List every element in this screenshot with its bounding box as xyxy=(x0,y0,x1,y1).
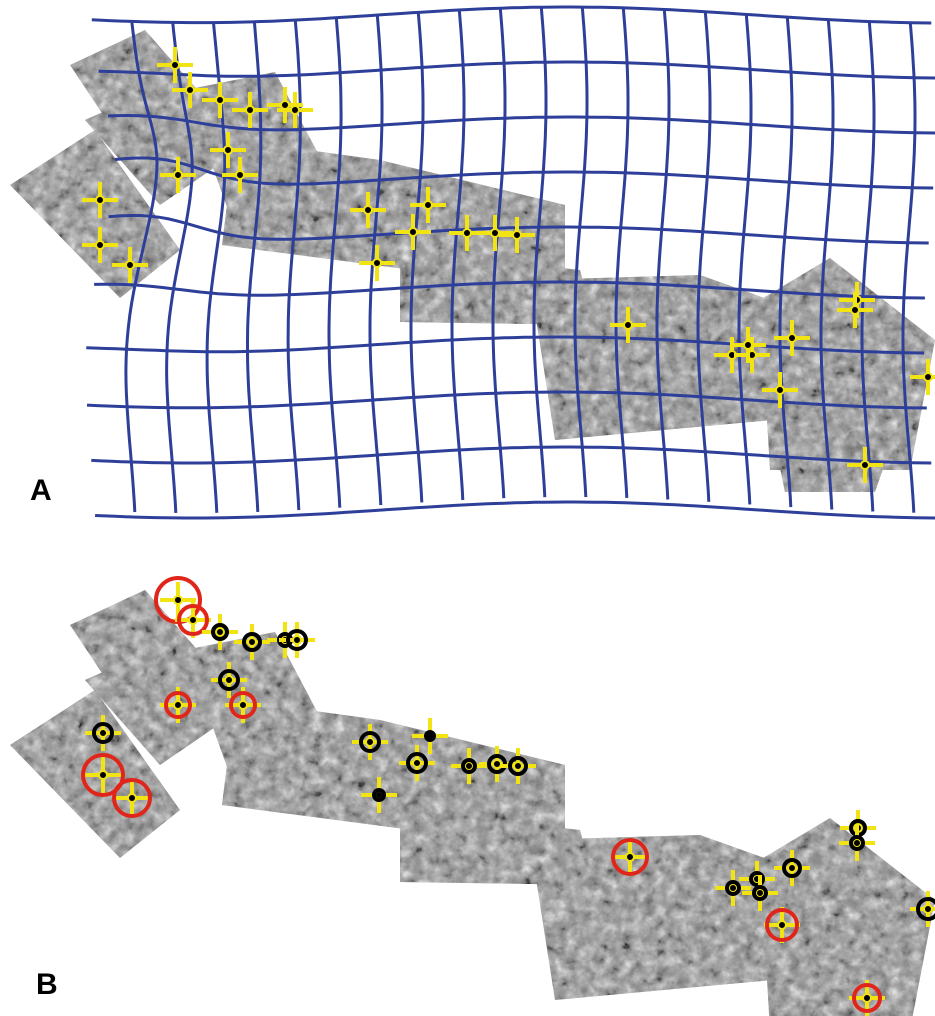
marker-center xyxy=(96,196,104,204)
marker-center xyxy=(128,794,136,802)
marker-center xyxy=(174,171,182,179)
grid-line xyxy=(95,502,935,518)
figure: A B xyxy=(0,0,935,1016)
marker-center xyxy=(171,61,179,69)
marker-center xyxy=(216,96,224,104)
marker-center xyxy=(853,839,861,847)
grid-line xyxy=(739,14,751,504)
grid-line xyxy=(92,7,932,23)
panel-label: A xyxy=(30,474,52,507)
marker-center xyxy=(465,762,473,770)
marker-center xyxy=(126,261,134,269)
marker-center xyxy=(744,341,752,349)
marker-center xyxy=(174,701,182,709)
marker-center xyxy=(493,760,501,768)
marker-center xyxy=(863,994,871,1002)
marker-center xyxy=(248,638,256,646)
marker-center xyxy=(373,259,381,267)
marker-center xyxy=(236,171,244,179)
marker-center xyxy=(624,321,632,329)
grid-line xyxy=(329,18,341,508)
marker-center xyxy=(281,101,289,109)
marker-center xyxy=(99,729,107,737)
marker-center xyxy=(861,461,869,469)
marker-center xyxy=(729,884,737,892)
marker-center xyxy=(96,241,104,249)
marker-center xyxy=(186,86,194,94)
marker-center xyxy=(424,201,432,209)
grid-line xyxy=(698,12,710,502)
marker-center xyxy=(99,771,107,779)
image-tile xyxy=(530,835,772,1000)
panel-label: B xyxy=(36,968,58,1001)
marker-center xyxy=(225,676,233,684)
marker-center xyxy=(291,106,299,114)
marker-center xyxy=(851,306,859,314)
marker-center xyxy=(413,759,421,767)
marker-center xyxy=(463,229,471,237)
panel-b xyxy=(10,578,935,1016)
marker-center xyxy=(216,628,224,636)
marker-center xyxy=(293,636,301,644)
grid-line xyxy=(99,62,935,78)
marker-center xyxy=(776,386,784,394)
marker-center xyxy=(409,228,417,236)
marker-center xyxy=(239,701,247,709)
marker-center xyxy=(364,206,372,214)
marker-center xyxy=(756,889,764,897)
marker-center xyxy=(366,738,374,746)
marker-center xyxy=(246,106,254,114)
marker-center xyxy=(514,762,522,770)
marker-center xyxy=(513,231,521,239)
marker-center xyxy=(189,616,197,624)
marker-center xyxy=(174,596,182,604)
marker-center xyxy=(924,373,932,381)
panel-a xyxy=(10,7,935,518)
marker-center xyxy=(788,864,796,872)
marker-center xyxy=(778,921,786,929)
marker-center xyxy=(491,229,499,237)
marker-center xyxy=(224,146,232,154)
marker-center xyxy=(626,853,634,861)
marker-center xyxy=(788,334,796,342)
marker-center xyxy=(924,905,932,913)
